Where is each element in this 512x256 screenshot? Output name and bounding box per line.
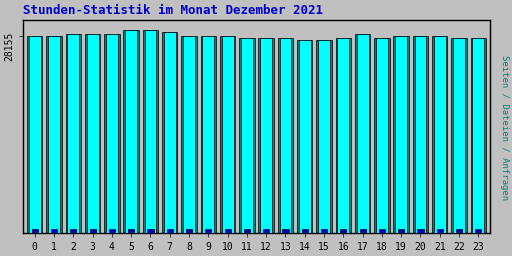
Bar	[144, 30, 157, 233]
Bar	[87, 34, 99, 233]
Bar	[186, 229, 192, 233]
Bar	[283, 229, 289, 233]
Bar	[32, 229, 38, 233]
Bar	[241, 38, 253, 233]
Bar	[259, 38, 274, 233]
Bar	[297, 40, 312, 233]
Bar	[167, 229, 173, 233]
Bar	[183, 36, 195, 233]
Bar	[260, 38, 272, 233]
Bar	[106, 34, 118, 233]
Bar	[432, 36, 447, 233]
Bar	[29, 36, 41, 233]
Bar	[263, 229, 269, 233]
Bar	[201, 36, 216, 233]
Bar	[376, 38, 388, 233]
Bar	[413, 36, 428, 233]
Bar	[51, 229, 57, 233]
Bar	[244, 229, 250, 233]
Bar	[299, 40, 311, 233]
Bar	[278, 38, 293, 233]
Bar	[239, 38, 254, 233]
Bar	[415, 36, 426, 233]
Bar	[395, 36, 407, 233]
Bar	[321, 229, 327, 233]
Bar	[379, 229, 385, 233]
Bar	[147, 229, 154, 233]
Bar	[374, 38, 390, 233]
Bar	[202, 36, 215, 233]
Bar	[90, 229, 96, 233]
Text: Stunden-Statistik im Monat Dezember 2021: Stunden-Statistik im Monat Dezember 2021	[23, 4, 323, 17]
Bar	[473, 38, 484, 233]
Bar	[123, 30, 139, 233]
Bar	[340, 229, 347, 233]
Bar	[417, 229, 423, 233]
Bar	[437, 229, 443, 233]
Bar	[125, 30, 137, 233]
Bar	[205, 229, 211, 233]
Bar	[471, 38, 486, 233]
Bar	[222, 36, 233, 233]
Bar	[280, 38, 291, 233]
Bar	[398, 229, 404, 233]
Bar	[143, 30, 158, 233]
Bar	[66, 34, 81, 233]
Bar	[452, 38, 467, 233]
Bar	[27, 36, 42, 233]
Bar	[48, 36, 60, 233]
Bar	[47, 36, 62, 233]
Bar	[318, 40, 330, 233]
Bar	[225, 229, 231, 233]
Bar	[336, 38, 351, 233]
Bar	[109, 229, 115, 233]
Bar	[337, 38, 349, 233]
Bar	[302, 229, 308, 233]
Bar	[316, 40, 332, 233]
Bar	[85, 34, 100, 233]
Bar	[475, 229, 481, 233]
Bar	[70, 229, 76, 233]
Bar	[434, 36, 446, 233]
Bar	[68, 34, 79, 233]
Bar	[181, 36, 197, 233]
Bar	[104, 34, 120, 233]
Bar	[357, 34, 369, 233]
Bar	[162, 32, 178, 233]
Bar	[164, 32, 176, 233]
Bar	[453, 38, 465, 233]
Bar	[394, 36, 409, 233]
Bar	[220, 36, 236, 233]
Bar	[128, 229, 134, 233]
Bar	[456, 229, 462, 233]
Bar	[355, 34, 370, 233]
Text: Seiten / Dateien / Anfragen: Seiten / Dateien / Anfragen	[500, 56, 509, 200]
Bar	[359, 229, 366, 233]
